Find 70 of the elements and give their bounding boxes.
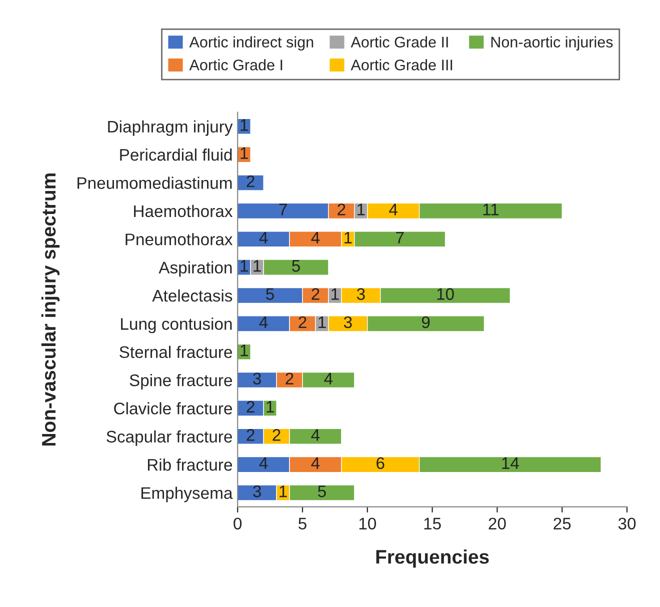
- y-tick-label: Lung contusion: [121, 318, 232, 334]
- data-label: 5: [292, 260, 300, 272]
- y-tick-label: Emphysema: [141, 486, 233, 502]
- y-tick-label: Aspiration: [158, 261, 232, 277]
- legend-label: Aortic Grade I: [189, 59, 282, 70]
- data-label: 3: [253, 372, 261, 384]
- data-label: 1: [240, 344, 248, 356]
- x-tick-label: 30: [618, 518, 636, 530]
- bar: [238, 174, 264, 191]
- y-tick-label: Clavicle fracture: [114, 402, 232, 414]
- y-tick-label: Atelectasis: [152, 289, 232, 302]
- y-tick-label: Pneumothorax: [126, 233, 233, 246]
- x-tick-label: 20: [488, 518, 506, 530]
- data-label: 4: [311, 457, 320, 469]
- data-label: 2: [246, 175, 254, 188]
- data-label: 2: [246, 400, 254, 413]
- data-label: 4: [324, 372, 333, 384]
- x-tick-label: 25: [554, 518, 571, 530]
- x-axis-title: Frequencies: [376, 549, 489, 568]
- data-label: 2: [286, 372, 294, 384]
- legend-label: Non-aortic injuries: [491, 36, 613, 51]
- y-axis-title: Non-vascular injury spectrum: [41, 174, 60, 446]
- data-label: 1: [344, 232, 352, 244]
- data-label: 1: [266, 401, 274, 413]
- y-tick-label: Rib fracture: [148, 458, 232, 471]
- data-label: 7: [396, 232, 404, 244]
- data-label: 2: [246, 429, 254, 441]
- y-tick-label: Spine fracture: [130, 374, 232, 390]
- data-label: 4: [259, 316, 268, 328]
- x-tick-label: 0: [234, 518, 242, 530]
- x-tick-label: 15: [424, 518, 441, 530]
- x-tick-label: 10: [359, 518, 376, 530]
- data-label: 3: [344, 316, 352, 328]
- y-tick-label: Pneumomediastinum: [78, 176, 232, 189]
- y-tick-label: Diaphragm injury: [108, 120, 233, 136]
- y-tick-label: Scapular fracture: [106, 430, 232, 446]
- data-label: 5: [266, 288, 274, 300]
- data-label: 4: [311, 429, 320, 441]
- y-tick-label: Sternal fracture: [120, 346, 232, 358]
- data-label: 1: [240, 119, 248, 131]
- data-label: 1: [332, 288, 339, 300]
- x-tick-label: 5: [298, 518, 306, 530]
- data-label: 1: [254, 260, 261, 272]
- data-label: 4: [311, 232, 320, 244]
- data-label: 1: [240, 260, 248, 272]
- data-label: 1: [358, 204, 365, 216]
- data-label: 14: [502, 457, 519, 469]
- legend-label: Aortic Grade III: [350, 59, 452, 70]
- data-label: 6: [376, 457, 384, 470]
- data-label: 9: [422, 316, 430, 328]
- data-label: 2: [338, 204, 346, 216]
- data-label: 4: [259, 232, 268, 244]
- data-label: 1: [318, 316, 326, 328]
- y-tick-label: Pericardial fluid: [120, 148, 232, 161]
- legend-label: Aortic indirect sign: [189, 36, 314, 51]
- legend-label: Aortic Grade II: [350, 36, 448, 48]
- data-label: 2: [312, 288, 320, 300]
- data-label: 11: [483, 204, 499, 216]
- data-label: 1: [240, 147, 248, 159]
- data-label: 2: [298, 316, 306, 328]
- data-label: 4: [389, 204, 398, 216]
- data-label: 10: [437, 288, 454, 300]
- data-label: 3: [253, 485, 261, 498]
- y-tick-label: Haemothorax: [134, 204, 233, 218]
- data-label: 2: [272, 429, 280, 441]
- data-label: 3: [356, 288, 365, 300]
- data-label: 7: [279, 204, 287, 216]
- data-label: 1: [280, 486, 287, 498]
- data-label: 5: [318, 486, 326, 498]
- data-label: 4: [259, 457, 268, 469]
